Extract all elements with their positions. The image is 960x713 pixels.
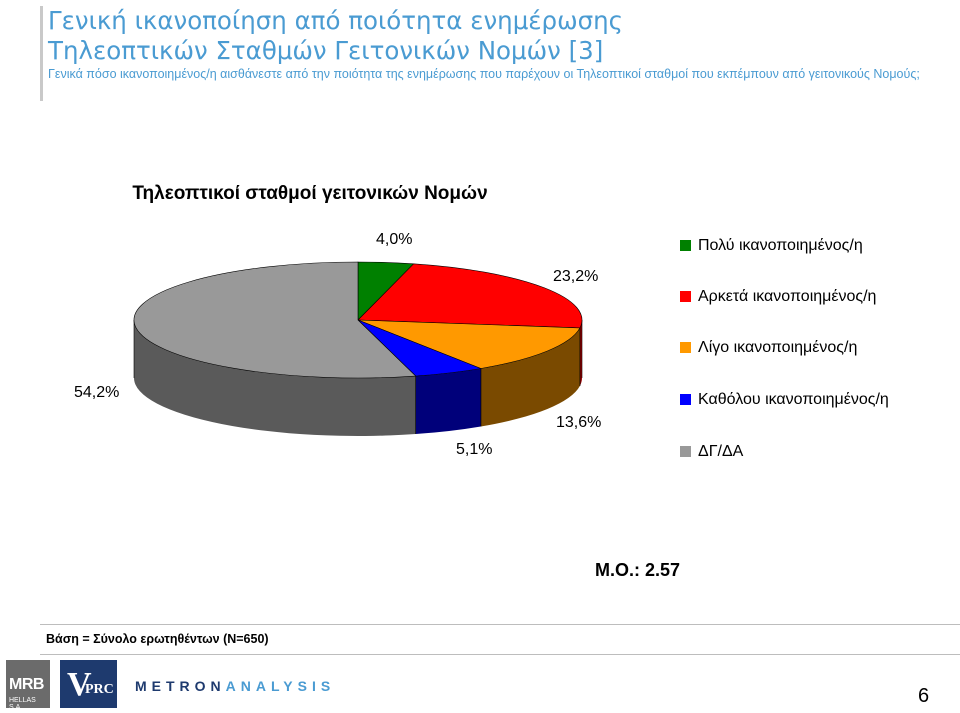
question-text: Γενικά πόσο ικανοποιημένος/η αισθάνεστε … <box>48 67 920 81</box>
legend-swatch <box>680 291 691 302</box>
legend-label: Πολύ ικανοποιημένος/η <box>698 237 863 254</box>
mrb-logo-subtext: HELLAS S.A. <box>9 697 36 711</box>
legend-swatch <box>680 394 691 405</box>
page-title-line2: Τηλεοπτικών Σταθμών Γειτονικών Νομών [3] <box>48 36 604 65</box>
data-label-very-satisfied: 4,0% <box>376 231 413 248</box>
metron-analysis-logo: METRONANALYSIS <box>135 678 335 694</box>
divider <box>40 654 960 655</box>
vprc-logo-v: V <box>67 666 92 703</box>
data-label-dk-na: 54,2% <box>74 384 120 401</box>
mrb-logo: MRB HELLAS S.A. <box>6 660 50 711</box>
legend-label: ΔΓ/ΔΑ <box>698 443 744 460</box>
legend-swatch <box>680 240 691 251</box>
side-not-satisfied <box>415 368 481 435</box>
legend-label: Καθόλου ικανοποιημένος/η <box>698 391 889 408</box>
vprc-logo: V PRC <box>60 660 117 708</box>
data-label-little-satisfied: 13,6% <box>556 414 602 431</box>
chart-title: Τηλεοπτικοί σταθμοί γειτονικών Νομών <box>132 183 488 204</box>
slice-dk-na <box>133 261 417 379</box>
side-little-satisfied <box>480 327 580 427</box>
slice-fairly-satisfied <box>357 263 583 329</box>
legend-swatch <box>680 342 691 353</box>
legend-item-little-satisfied: Λίγο ικανοποιημένος/η <box>680 338 918 357</box>
page-number: 6 <box>918 685 930 707</box>
data-label-fairly-satisfied: 23,2% <box>553 268 599 285</box>
mrb-logo-text: MRB <box>9 676 44 693</box>
legend-item-fairly-satisfied: Αρκετά ικανοποιημένος/η <box>680 287 918 306</box>
legend-item-not-satisfied: Καθόλου ικανοποιημένος/η <box>680 390 918 409</box>
legend-label: Λίγο ικανοποιημένος/η <box>698 339 858 356</box>
vprc-logo-text: PRC <box>85 682 114 697</box>
title-accent-bar <box>40 6 43 101</box>
side-dk-na <box>134 320 416 436</box>
mean-score: Μ.Ο.: 2.57 <box>595 560 681 580</box>
divider <box>40 624 960 625</box>
legend-item-dk-na: ΔΓ/ΔΑ <box>680 442 918 461</box>
legend-label: Αρκετά ικανοποιημένος/η <box>698 288 877 305</box>
slice-little-satisfied <box>357 319 581 369</box>
base-note: Βάση = Σύνολο ερωτηθέντων (N=650) <box>46 632 269 646</box>
legend-swatch <box>680 446 691 457</box>
page-title: Γενική ικανοποίηση από ποιότητα ενημέρωσ… <box>48 6 624 35</box>
side-fairly-satisfied <box>579 320 582 386</box>
metron-logo-part2: ANALYSIS <box>225 678 336 694</box>
legend-item-very-satisfied: Πολύ ικανοποιημένος/η <box>680 236 918 255</box>
data-label-not-satisfied: 5,1% <box>456 441 493 458</box>
metron-logo-part1: METRON <box>135 678 226 694</box>
